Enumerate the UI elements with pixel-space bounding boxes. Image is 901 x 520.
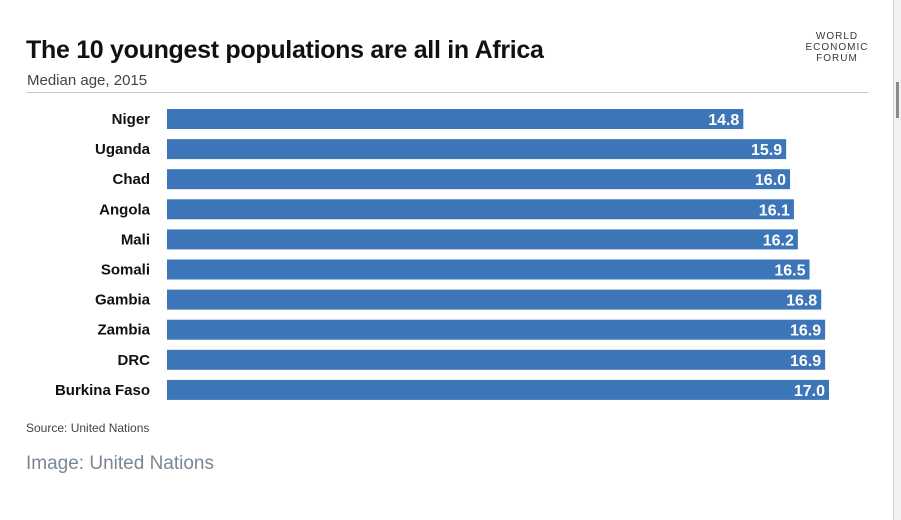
scrollbar-thumb[interactable]: [896, 82, 899, 118]
bar-chart: Niger 14.8 Uganda 15.9 Chad 16.0 Angola 16.1 Mal…: [55, 109, 829, 400]
wef-logo: WORLD ECONOMIC FORUM: [800, 31, 874, 64]
image-caption: Image: United Nations: [26, 453, 214, 474]
logo-line-2: ECONOMIC: [805, 42, 869, 53]
header-divider: [26, 92, 868, 93]
bar: [167, 259, 810, 280]
data-label: 16.0: [755, 172, 786, 189]
category-label: Niger: [112, 111, 151, 128]
page-scrollbar[interactable]: [893, 0, 901, 520]
data-label: 15.9: [751, 142, 782, 159]
bar: [167, 319, 826, 340]
data-label: 16.8: [786, 293, 817, 310]
category-label: Chad: [113, 171, 151, 188]
category-label: Zambia: [97, 322, 150, 339]
bar: [167, 139, 787, 160]
category-label: DRC: [118, 352, 151, 369]
logo-line-1: WORLD: [815, 31, 859, 42]
data-label: 16.9: [790, 323, 821, 340]
category-label: Angola: [99, 201, 150, 218]
chart-title: The 10 youngest populations are all in A…: [26, 36, 544, 64]
category-label: Somali: [101, 262, 150, 279]
data-label: 16.9: [790, 353, 821, 370]
bar: [167, 109, 744, 129]
bar: [167, 289, 822, 310]
chart-subtitle: Median age, 2015: [27, 72, 148, 89]
source-note: Source: United Nations: [26, 421, 150, 435]
logo-line-3: FORUM: [816, 53, 858, 64]
bar: [167, 169, 791, 190]
bar: [167, 349, 826, 370]
bar: [167, 199, 794, 220]
bar: [167, 229, 798, 250]
category-label: Gambia: [95, 292, 151, 309]
data-label: 14.8: [708, 112, 739, 129]
data-label: 17.0: [794, 383, 825, 400]
category-label: Burkina Faso: [55, 382, 150, 399]
category-label: Mali: [121, 231, 150, 248]
category-label: Uganda: [95, 141, 151, 158]
data-label: 16.2: [763, 232, 794, 249]
data-label: 16.5: [774, 263, 805, 280]
bar: [167, 379, 829, 400]
data-label: 16.1: [759, 202, 790, 219]
